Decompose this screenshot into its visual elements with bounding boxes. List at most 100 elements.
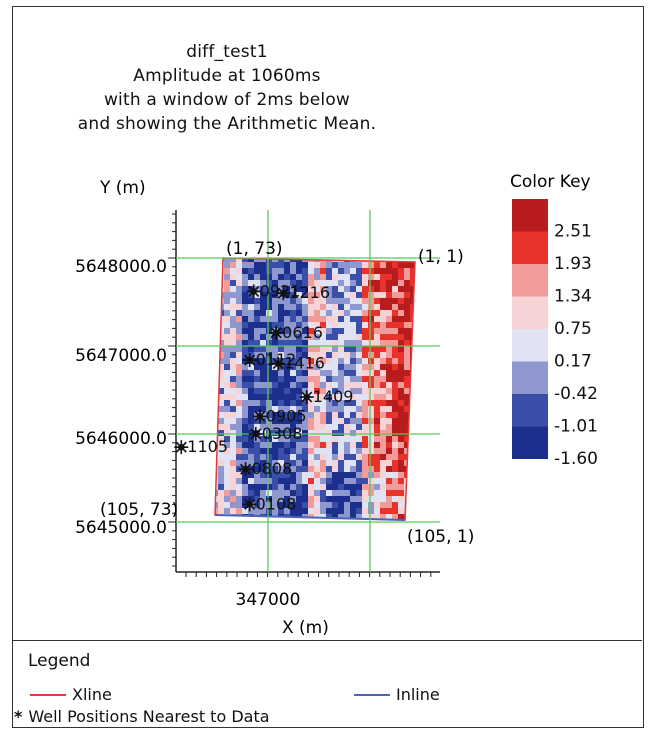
heatmap-cell <box>374 490 380 496</box>
heatmap-cell <box>236 400 242 406</box>
heatmap-cell <box>338 424 344 430</box>
heatmap-cell <box>410 448 415 454</box>
heatmap-cell <box>386 418 392 424</box>
heatmap-cell <box>386 430 392 436</box>
heatmap-cell <box>350 388 356 394</box>
heatmap-cell <box>416 268 422 274</box>
heatmap-cell <box>248 346 254 352</box>
heatmap-cell <box>230 520 236 526</box>
heatmap-cell <box>332 346 338 352</box>
heatmap-cell <box>248 268 254 274</box>
heatmap-cell <box>272 490 278 496</box>
heatmap-cell <box>362 496 368 502</box>
heatmap-cell <box>218 496 224 502</box>
heatmap-cell <box>308 484 314 490</box>
heatmap-cell <box>314 262 320 268</box>
heatmap-cell <box>242 490 248 496</box>
heatmap-cell <box>356 286 362 292</box>
heatmap-cell <box>320 370 326 376</box>
heatmap-cell <box>374 274 380 280</box>
heatmap-cell <box>344 442 350 448</box>
heatmap-cell <box>410 436 415 442</box>
heatmap-cell <box>362 382 368 388</box>
heatmap-cell <box>320 322 326 328</box>
heatmap-cell <box>374 370 380 376</box>
heatmap-cell <box>386 490 392 496</box>
heatmap-cell <box>215 490 218 496</box>
heatmap-cell <box>392 388 398 394</box>
heatmap-cell <box>284 406 290 412</box>
well-marker: 0108 <box>242 494 296 513</box>
heatmap-cell <box>368 430 374 436</box>
heatmap-cell <box>242 322 248 328</box>
heatmap-cell <box>242 292 248 298</box>
heatmap-cell <box>380 316 386 322</box>
heatmap-cell <box>308 460 314 466</box>
heatmap-cell <box>236 484 242 490</box>
heatmap-cell <box>248 364 254 370</box>
heatmap-cell <box>302 328 308 334</box>
heatmap-cell <box>236 406 242 412</box>
heatmap-cell <box>242 280 248 286</box>
chart-title: diff_test1 Amplitude at 1060ms with a wi… <box>12 40 442 136</box>
heatmap-cell <box>272 292 278 298</box>
heatmap-cell <box>386 466 392 472</box>
heatmap-cell <box>362 508 368 514</box>
heatmap-cell <box>236 304 242 310</box>
heatmap-cell <box>344 364 350 370</box>
heatmap-cell <box>290 472 296 478</box>
color-key: 2.511.931.340.750.17-0.42-1.01-1.60 <box>512 199 598 469</box>
heatmap-cell <box>398 412 404 418</box>
heatmap-cell <box>380 310 386 316</box>
heatmap-cell <box>386 364 392 370</box>
heatmap-cell <box>410 454 415 460</box>
heatmap-cell <box>404 322 410 328</box>
heatmap-cell <box>314 448 320 454</box>
heatmap-cell <box>386 292 392 298</box>
heatmap-cell <box>398 316 404 322</box>
heatmap-cell <box>314 298 320 304</box>
heatmap-cell <box>314 286 320 292</box>
heatmap-cell <box>332 358 338 364</box>
heatmap-cell <box>248 400 254 406</box>
heatmap-cell <box>344 412 350 418</box>
heatmap-cell <box>254 370 260 376</box>
heatmap-cell <box>248 478 254 484</box>
heatmap-cell <box>374 280 380 286</box>
heatmap-cell <box>215 400 218 406</box>
heatmap-cell <box>242 364 248 370</box>
heatmap-cell <box>392 340 398 346</box>
heatmap-cell <box>218 448 224 454</box>
heatmap-cell <box>392 460 398 466</box>
heatmap-cell <box>236 496 242 502</box>
heatmap-cell <box>314 400 320 406</box>
heatmap-cell <box>368 412 374 418</box>
heatmap-cell <box>344 388 350 394</box>
heatmap-cell <box>398 448 404 454</box>
heatmap-cell <box>278 448 284 454</box>
heatmap-cell <box>260 490 266 496</box>
heatmap-cell <box>224 382 230 388</box>
heatmap-cell <box>296 520 302 526</box>
heatmap-cell <box>260 334 266 340</box>
heatmap-cell <box>392 496 398 502</box>
heatmap-cell <box>296 460 302 466</box>
heatmap-cell <box>368 352 374 358</box>
heatmap-cell <box>284 484 290 490</box>
heatmap-cell <box>284 502 290 508</box>
heatmap-cell <box>374 376 380 382</box>
heatmap-cell <box>284 280 290 286</box>
heatmap-cell <box>416 280 422 286</box>
heatmap-cell <box>230 316 236 322</box>
heatmap-cell <box>410 508 415 514</box>
heatmap-cell <box>374 292 380 298</box>
heatmap-cell <box>260 412 266 418</box>
heatmap-cell <box>248 316 254 322</box>
heatmap-cell <box>314 274 320 280</box>
heatmap-cell <box>374 484 380 490</box>
heatmap-cell <box>224 460 230 466</box>
heatmap-cell <box>362 298 368 304</box>
heatmap-cell <box>314 370 320 376</box>
heatmap-cell <box>416 436 422 442</box>
heatmap-cell <box>278 274 284 280</box>
